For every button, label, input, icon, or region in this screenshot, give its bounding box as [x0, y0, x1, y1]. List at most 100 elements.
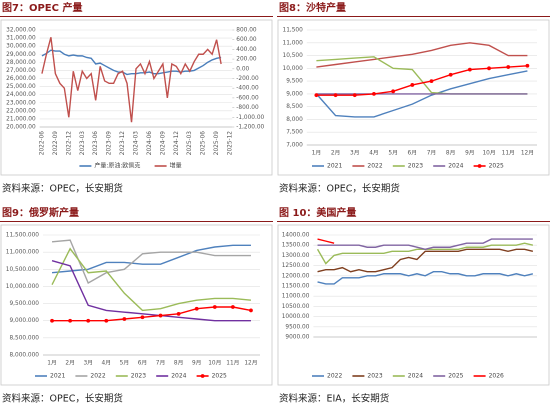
x-tick-label: 7月: [427, 150, 437, 157]
y-tick-label: 13000.00: [282, 253, 310, 259]
legend-label: 2023: [131, 373, 146, 380]
y-tick-label: 24,000.00: [6, 92, 36, 98]
x-tick-label: 2025-09: [214, 131, 220, 156]
point-marker: [314, 93, 319, 98]
y2-tick-label: -800.00: [236, 105, 259, 111]
y-tick-label: 13500.00: [282, 243, 310, 249]
y-tick-label: 9,500: [286, 79, 303, 85]
x-tick-label: 9月: [192, 360, 202, 367]
y-tick-label: 27,000.00: [6, 68, 36, 74]
chart-frame: [0, 19, 273, 176]
chart-frame: [277, 19, 550, 176]
legend-label: 2024: [171, 373, 186, 380]
y-tick-label: 9,000: [286, 91, 303, 97]
x-tick-label: 2025-03: [187, 131, 193, 156]
y-tick-label: 10,000.000: [6, 284, 40, 290]
point-marker: [487, 66, 491, 71]
y-tick-label: 28,000.00: [6, 60, 36, 66]
y-tick-label: 25,000.00: [6, 84, 36, 90]
y2-tick-label: -400.00: [236, 86, 259, 92]
x-tick-label: 12月: [521, 150, 534, 157]
legend-label: 2021: [50, 373, 65, 380]
x-tick-label: 7月: [156, 360, 166, 367]
point-marker: [448, 72, 453, 77]
x-tick-label: 8月: [174, 360, 184, 367]
x-tick-label: 5月: [120, 360, 130, 367]
source-note: 资料来源：OPEC，长安期货: [279, 183, 400, 195]
chart-title: 图7：OPEC 产量: [2, 1, 82, 14]
series-line: [317, 238, 335, 244]
series-line: [317, 248, 534, 273]
y-tick-label: 10,500.000: [6, 267, 40, 273]
source-note: 资料来源：EIA，长安期货: [279, 393, 389, 403]
series-line: [41, 37, 222, 123]
y-tick-label: 14000.00: [282, 233, 310, 239]
legend-label: 2022: [327, 373, 342, 380]
x-tick-label: 2022-06: [39, 131, 45, 156]
y2-tick-label: 800.00: [236, 28, 257, 34]
y-tick-label: 10,000: [283, 66, 304, 72]
legend-marker: [477, 164, 482, 168]
x-tick-label: 2022-12: [66, 131, 72, 156]
y-tick-label: 8,500: [286, 104, 303, 110]
y-tick-label: 21,000.00: [6, 116, 36, 122]
x-tick-label: 2024-03: [134, 131, 140, 156]
series-line: [41, 49, 222, 76]
x-tick-label: 11月: [226, 360, 239, 367]
x-tick-label: 10月: [208, 360, 221, 367]
series-line: [52, 306, 252, 322]
y-tick-label: 32,000.00: [6, 28, 36, 34]
point-marker: [50, 318, 54, 323]
x-tick-label: 1月: [47, 360, 57, 367]
x-tick-label: 2025-06: [201, 131, 207, 156]
x-tick-label: 1月: [312, 150, 322, 157]
point-marker: [176, 311, 181, 316]
x-tick-label: 2023-06: [93, 131, 99, 156]
x-tick-label: 2024-12: [174, 131, 180, 156]
y-tick-label: 20,000.00: [6, 125, 36, 131]
series-line: [317, 271, 534, 285]
y2-tick-label: -200.00: [236, 76, 259, 82]
legend-label: 2023: [408, 163, 423, 170]
y2-tick-label: 0.00: [236, 66, 249, 72]
legend-label: 2024: [448, 163, 463, 170]
y-tick-label: 12000.00: [282, 273, 310, 279]
x-tick-label: 11月: [502, 150, 515, 157]
chart-title: 图 10：美国产量: [279, 206, 356, 219]
y-tick-label: 26,000.00: [6, 76, 36, 82]
point-marker: [104, 318, 109, 323]
y-tick-label: 30,000.00: [6, 44, 36, 50]
y-tick-label: 7,000: [286, 143, 303, 149]
point-marker: [410, 83, 415, 87]
point-marker: [391, 89, 396, 94]
x-tick-label: 12月: [244, 360, 257, 367]
x-tick-label: 2月: [65, 360, 75, 367]
point-marker: [333, 93, 338, 98]
y-tick-label: 11500.00: [282, 284, 310, 290]
legend-label: 2025: [489, 163, 504, 170]
x-tick-label: 2025-12: [228, 131, 234, 156]
x-tick-label: 5月: [388, 150, 398, 157]
y-tick-label: 31,000.00: [6, 36, 36, 42]
point-marker: [212, 305, 217, 309]
point-marker: [68, 318, 73, 323]
x-tick-label: 2月: [331, 150, 341, 157]
legend-label: 2025: [448, 373, 463, 380]
y-tick-label: 8,000: [286, 117, 303, 123]
legend-label: 增量: [170, 162, 182, 170]
x-tick-label: 2024-06: [147, 131, 153, 156]
y2-tick-label: -600.00: [236, 95, 259, 101]
legend-marker: [200, 374, 205, 378]
series-line: [51, 247, 252, 312]
y-tick-label: 29,000.00: [6, 52, 36, 58]
x-tick-label: 2023-09: [107, 131, 113, 156]
y-tick-label: 11,000.000: [6, 250, 40, 256]
point-marker: [372, 91, 376, 96]
series-line: [316, 42, 528, 68]
point-marker: [506, 65, 511, 69]
y-tick-label: 9,000.000: [9, 318, 39, 324]
point-marker: [158, 313, 163, 318]
y-tick-label: 8,500.000: [9, 335, 39, 341]
y2-tick-label: -1,000.00: [236, 115, 264, 121]
